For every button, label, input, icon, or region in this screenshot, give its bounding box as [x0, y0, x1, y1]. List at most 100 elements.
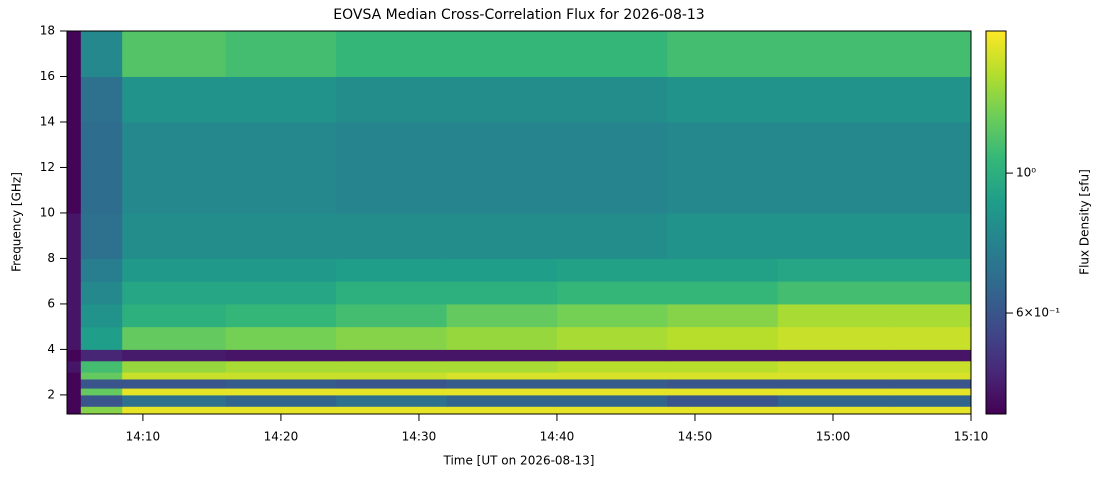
heatmap-cell: [556, 212, 668, 259]
heatmap-cell: [80, 281, 123, 305]
heatmap-cell: [80, 406, 123, 415]
heatmap-cell: [777, 167, 889, 214]
heatmap-cell: [67, 121, 82, 168]
heatmap-cell: [888, 372, 972, 380]
heatmap-cell: [67, 326, 82, 350]
heatmap-cell: [446, 378, 558, 389]
heatmap-cell: [122, 388, 227, 396]
heatmap-cell: [556, 406, 668, 415]
heatmap-cell: [667, 388, 779, 396]
x-axis-label: Time [UT on 2026-08-13]: [443, 454, 595, 468]
heatmap-cell: [446, 258, 558, 282]
heatmap-cell: [122, 406, 227, 415]
heatmap-cell: [556, 326, 668, 350]
heatmap-cell: [67, 281, 82, 305]
colorbar-tick-label: 10⁰: [1016, 166, 1036, 180]
heatmap-cell: [777, 303, 889, 328]
heatmap-cell: [336, 212, 448, 259]
heatmap-cell: [225, 258, 337, 282]
heatmap-cell: [888, 388, 972, 396]
heatmap-cell: [336, 372, 448, 380]
heatmap-cell: [225, 212, 337, 259]
colorbar-label: Flux Density [sfu]: [1078, 169, 1092, 275]
heatmap-cell: [336, 121, 448, 168]
heatmap-cell: [336, 76, 448, 123]
heatmap-cell: [80, 388, 123, 396]
heatmap-cell: [888, 303, 972, 328]
heatmap-cell: [667, 258, 779, 282]
heatmap-cell: [122, 326, 227, 350]
heatmap-cell: [336, 388, 448, 396]
heatmap-cell: [67, 388, 82, 396]
heatmap-cell: [80, 212, 123, 259]
y-tick-label: 2: [47, 387, 55, 401]
heatmap-cell: [80, 394, 123, 407]
heatmap-cell: [667, 303, 779, 328]
heatmap-cell: [67, 378, 82, 389]
heatmap-cell: [777, 349, 889, 362]
heatmap-cell: [556, 388, 668, 396]
heatmap-cell: [67, 303, 82, 328]
y-tick-label: 12: [40, 160, 55, 174]
heatmap-cell: [667, 360, 779, 373]
y-tick-label: 8: [47, 251, 55, 265]
heatmap-cell: [777, 406, 889, 415]
heatmap-cell: [80, 76, 123, 123]
heatmap-cell: [446, 281, 558, 305]
heatmap-cell: [667, 372, 779, 380]
heatmap-cell: [122, 281, 227, 305]
heatmap-cell: [80, 349, 123, 362]
heatmap-cell: [777, 212, 889, 259]
heatmap-cell: [556, 360, 668, 373]
heatmap-cell: [336, 378, 448, 389]
heatmap-cell: [667, 76, 779, 123]
heatmap-cell: [667, 281, 779, 305]
x-tick-label: 14:20: [264, 430, 299, 444]
heatmap-cell: [225, 360, 337, 373]
heatmap-cell: [225, 372, 337, 380]
heatmap-cell: [556, 394, 668, 407]
heatmap-cell: [446, 121, 558, 168]
chart-title: EOVSA Median Cross-Correlation Flux for …: [333, 7, 704, 23]
heatmap-cell: [225, 388, 337, 396]
heatmap-cell: [888, 281, 972, 305]
heatmap-cell: [67, 360, 82, 373]
heatmap-cell: [122, 258, 227, 282]
heatmap-cell: [446, 76, 558, 123]
heatmap-cell: [225, 406, 337, 415]
heatmap-cell: [80, 303, 123, 328]
heatmap-cell: [777, 394, 889, 407]
heatmap-cell: [777, 31, 889, 77]
heatmap-cell: [556, 258, 668, 282]
heatmap: [67, 31, 972, 415]
heatmap-cell: [888, 258, 972, 282]
heatmap-cell: [556, 372, 668, 380]
heatmap-cell: [67, 394, 82, 407]
heatmap-cell: [122, 394, 227, 407]
heatmap-cell: [888, 121, 972, 168]
heatmap-cell: [777, 378, 889, 389]
heatmap-cell: [777, 388, 889, 396]
heatmap-cell: [225, 121, 337, 168]
heatmap-cell: [556, 349, 668, 362]
heatmap-cell: [122, 31, 227, 77]
heatmap-cell: [446, 372, 558, 380]
x-tick-label: 14:30: [402, 430, 437, 444]
x-tick-label: 14:40: [540, 430, 575, 444]
heatmap-cell: [336, 326, 448, 350]
heatmap-cell: [888, 378, 972, 389]
heatmap-cell: [888, 360, 972, 373]
heatmap-cell: [336, 281, 448, 305]
heatmap-cell: [67, 349, 82, 362]
colorbar-tick-label: 6×10⁻¹: [1016, 306, 1060, 320]
heatmap-cell: [667, 406, 779, 415]
heatmap-cell: [336, 349, 448, 362]
heatmap-cell: [225, 281, 337, 305]
heatmap-cell: [446, 212, 558, 259]
heatmap-cell: [67, 406, 82, 415]
heatmap-cell: [122, 76, 227, 123]
heatmap-cell: [777, 326, 889, 350]
heatmap-cell: [122, 372, 227, 380]
heatmap-cell: [888, 31, 972, 77]
